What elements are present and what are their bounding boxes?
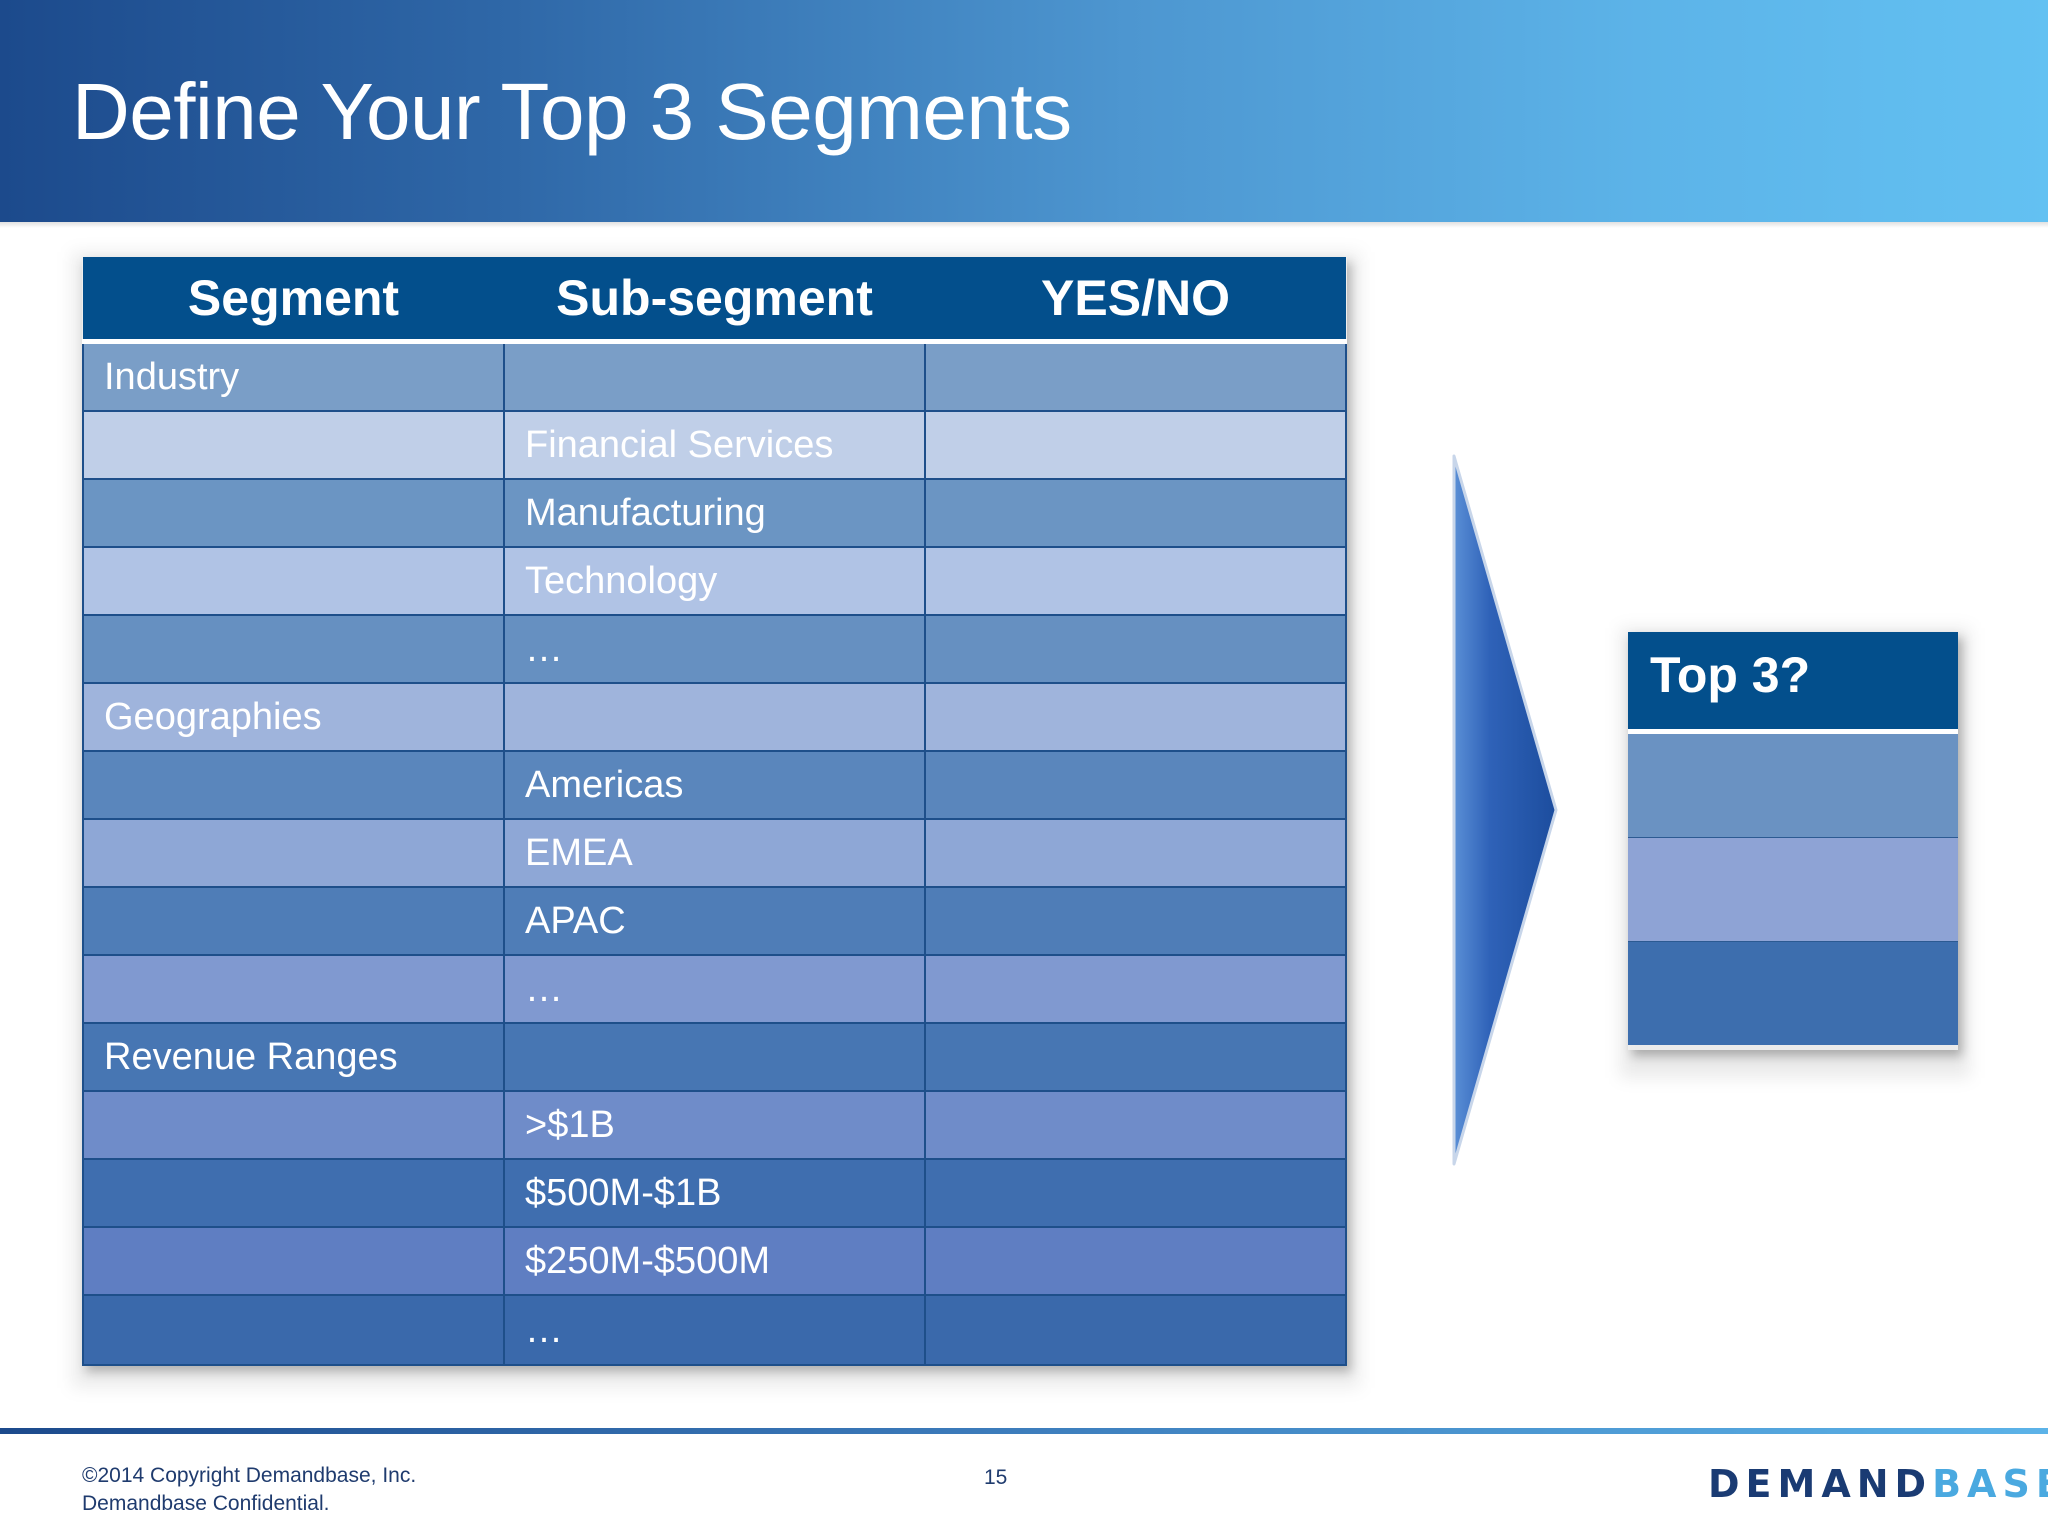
title-banner: Define Your Top 3 Segments	[0, 0, 2048, 222]
yes-no-cell[interactable]	[924, 683, 1347, 752]
segment-cell: Geographies	[82, 683, 505, 752]
yes-no-cell[interactable]	[924, 547, 1347, 616]
table-row: Industry	[82, 341, 1347, 412]
segment-cell	[82, 819, 505, 888]
yes-no-cell[interactable]	[924, 615, 1347, 684]
sub-segment-cell: $500M-$1B	[503, 1159, 926, 1228]
right-arrow-icon	[1452, 454, 1558, 1166]
segment-cell	[82, 887, 505, 956]
sub-segment-cell	[503, 1023, 926, 1092]
sub-segment-cell: Manufacturing	[503, 479, 926, 548]
segments-table: Segment Sub-segment YES/NO Industry Fina…	[82, 257, 1347, 1366]
sub-segment-cell: $250M-$500M	[503, 1227, 926, 1296]
yes-no-cell[interactable]	[924, 819, 1347, 888]
yes-no-cell[interactable]	[924, 887, 1347, 956]
segment-cell	[82, 615, 505, 684]
sub-segment-cell: …	[503, 955, 926, 1024]
copyright-notice: ©2014 Copyright Demandbase, Inc. Demandb…	[82, 1462, 416, 1518]
table-row: Geographies	[82, 683, 1347, 752]
segment-cell	[82, 1159, 505, 1228]
segment-cell: Revenue Ranges	[82, 1023, 505, 1092]
table-row: Financial Services	[82, 411, 1347, 480]
yes-no-cell[interactable]	[924, 1295, 1347, 1366]
top3-header: Top 3?	[1628, 632, 1958, 734]
segment-cell	[82, 1091, 505, 1160]
yes-no-cell[interactable]	[924, 751, 1347, 820]
footer-divider	[0, 1428, 2048, 1434]
yes-no-cell[interactable]	[924, 1091, 1347, 1160]
sub-segment-cell: …	[503, 1295, 926, 1366]
segment-cell	[82, 955, 505, 1024]
column-header-segment: Segment	[83, 257, 504, 344]
column-header-yes-no: YES/NO	[925, 257, 1346, 344]
segment-cell	[82, 411, 505, 480]
sub-segment-cell: Americas	[503, 751, 926, 820]
table-row: APAC	[82, 887, 1347, 956]
sub-segment-cell: EMEA	[503, 819, 926, 888]
yes-no-cell[interactable]	[924, 955, 1347, 1024]
top3-slot[interactable]	[1628, 838, 1958, 942]
table-row: Manufacturing	[82, 479, 1347, 548]
table-row: EMEA	[82, 819, 1347, 888]
yes-no-cell[interactable]	[924, 1023, 1347, 1092]
banner-shadow	[0, 222, 2048, 228]
sub-segment-cell: >$1B	[503, 1091, 926, 1160]
table-row: $500M-$1B	[82, 1159, 1347, 1228]
top3-slot[interactable]	[1628, 942, 1958, 1045]
demandbase-logo: DEMANDBASE	[1708, 1462, 2048, 1506]
top3-box: Top 3?	[1628, 632, 1958, 1050]
segment-cell	[82, 751, 505, 820]
table-row: Technology	[82, 547, 1347, 616]
page-title: Define Your Top 3 Segments	[72, 67, 1072, 156]
page-number: 15	[984, 1466, 1008, 1489]
table-row: Revenue Ranges	[82, 1023, 1347, 1092]
yes-no-cell[interactable]	[924, 1159, 1347, 1228]
yes-no-cell[interactable]	[924, 479, 1347, 548]
segment-cell	[82, 547, 505, 616]
copyright-line: ©2014 Copyright Demandbase, Inc.	[82, 1464, 417, 1487]
segment-cell	[82, 1295, 505, 1366]
column-header-sub-segment: Sub-segment	[504, 257, 925, 344]
top3-slot[interactable]	[1628, 734, 1958, 838]
yes-no-cell[interactable]	[924, 1227, 1347, 1296]
sub-segment-cell: Financial Services	[503, 411, 926, 480]
table-row: …	[82, 955, 1347, 1024]
table-header-row: Segment Sub-segment YES/NO	[83, 257, 1346, 344]
sub-segment-cell	[503, 683, 926, 752]
table-row: >$1B	[82, 1091, 1347, 1160]
sub-segment-cell: APAC	[503, 887, 926, 956]
sub-segment-cell: Technology	[503, 547, 926, 616]
segment-cell	[82, 479, 505, 548]
segment-cell: Industry	[82, 341, 505, 412]
confidential-line: Demandbase Confidential.	[82, 1492, 330, 1515]
table-row: …	[82, 1295, 1347, 1366]
yes-no-cell[interactable]	[924, 341, 1347, 412]
table-row: $250M-$500M	[82, 1227, 1347, 1296]
yes-no-cell[interactable]	[924, 411, 1347, 480]
segment-cell	[82, 1227, 505, 1296]
table-row: …	[82, 615, 1347, 684]
table-row: Americas	[82, 751, 1347, 820]
sub-segment-cell	[503, 341, 926, 412]
sub-segment-cell: …	[503, 615, 926, 684]
